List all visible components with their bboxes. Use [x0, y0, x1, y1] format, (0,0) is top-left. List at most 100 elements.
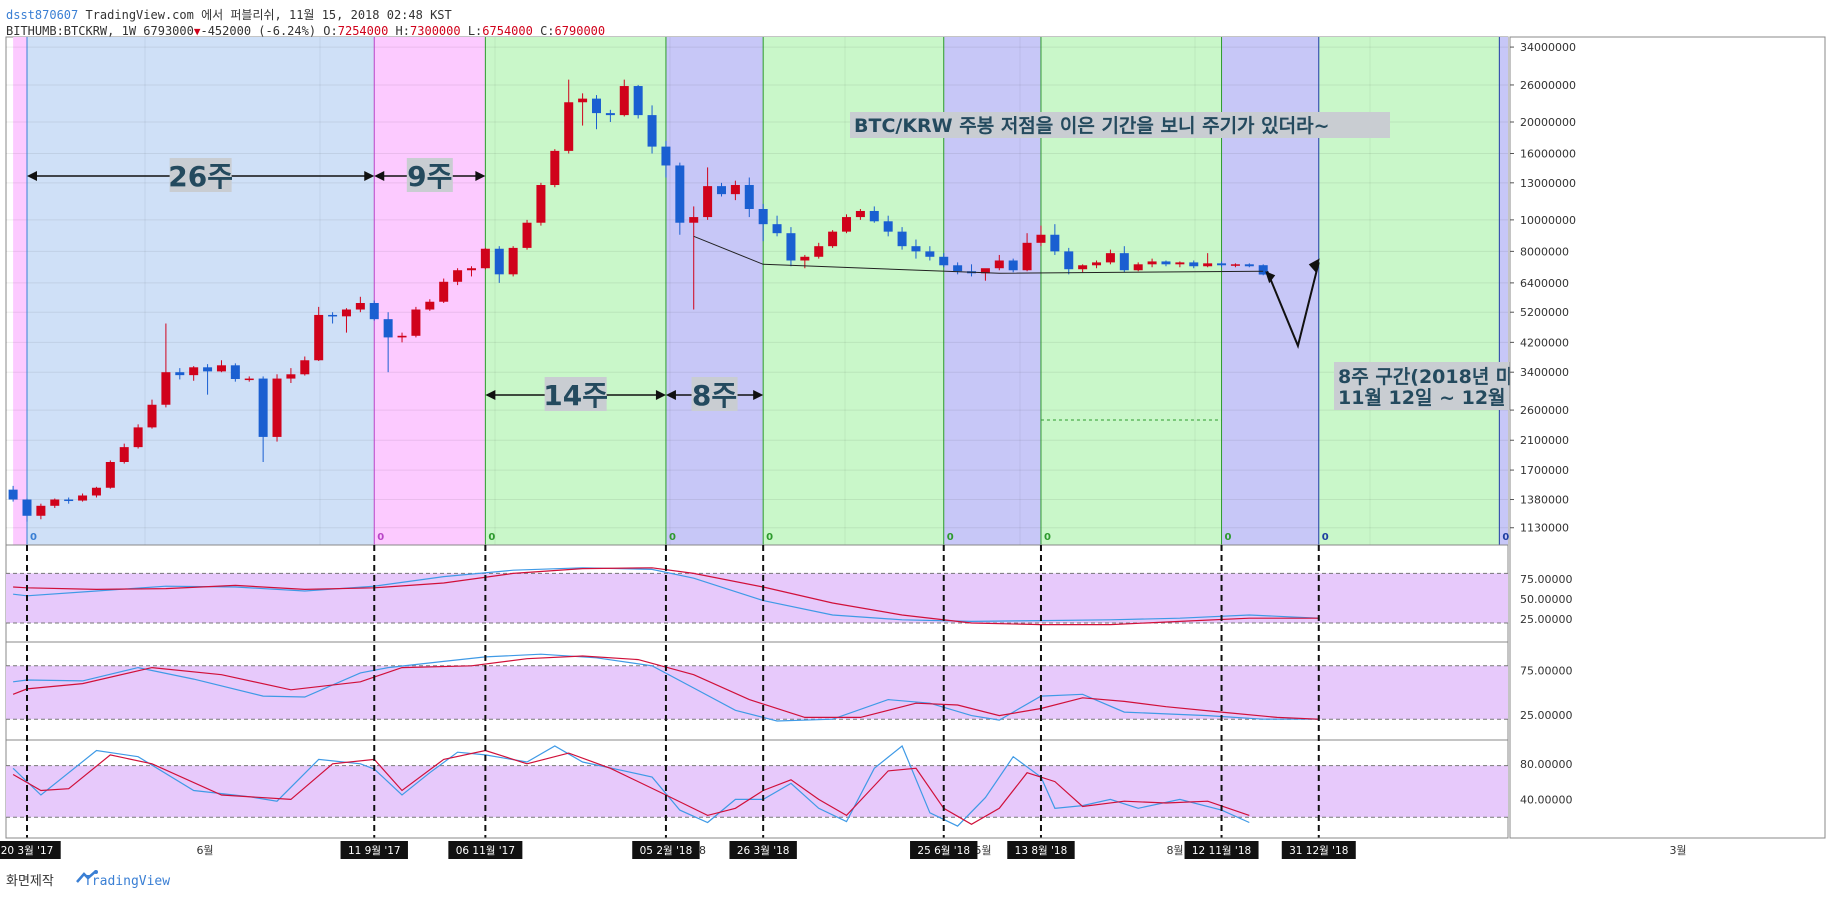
candle-body [522, 222, 532, 248]
candle-body [591, 98, 601, 114]
date-marker-box-4 [729, 841, 797, 859]
candle-body [1217, 263, 1227, 266]
candle-body [230, 365, 240, 380]
price-tick-label-13: 1700000 [1520, 464, 1569, 477]
cycle-zone-3 [485, 37, 666, 545]
candle-body [36, 505, 46, 516]
candle-body [647, 115, 657, 147]
osc-tick-label-0-0: 75.00000 [1520, 573, 1573, 586]
cycle-zone-1 [27, 37, 375, 545]
candle-body [189, 367, 199, 376]
title-note: BTC/KRW 주봉 저점을 이은 기간을 보니 주기가 있더라~ [854, 115, 1330, 137]
candle-body [64, 499, 74, 502]
lows-trend-line [693, 235, 1264, 274]
zone-count-label-5: 0 [947, 532, 954, 543]
symbol-label: BITHUMB:BTCKRW, 1W 6793000 [6, 24, 194, 38]
candle-body [911, 246, 921, 252]
price-tick-label-3: 16000000 [1520, 148, 1576, 161]
candle-body [1092, 262, 1102, 266]
open-label: O: [316, 24, 338, 38]
cycle-note-line2: 11월 12일 ~ 12월 31일 [1338, 387, 1556, 409]
footer-brand[interactable]: TradingView [83, 874, 171, 889]
osc-tick-label-1-0: 75.00000 [1520, 664, 1573, 677]
zone-count-label-7: 0 [1225, 532, 1232, 543]
price-tick-label-6: 8000000 [1520, 245, 1569, 258]
price-tick-label-7: 6400000 [1520, 277, 1569, 290]
osc-slow-line-0 [13, 567, 1319, 626]
zone-count-label-2: 0 [488, 532, 495, 543]
candle-body [897, 231, 907, 247]
price-tick-label-10: 3400000 [1520, 366, 1569, 379]
candle-body [939, 256, 949, 266]
price-tick-label-1: 26000000 [1520, 79, 1576, 92]
candle-body [814, 246, 824, 257]
candle-body [1203, 263, 1213, 267]
projection-arrowhead [1265, 271, 1276, 284]
candle-body [369, 303, 379, 320]
candle-body [772, 224, 782, 234]
tradingview-logo-icon [76, 870, 98, 883]
candle-body [883, 221, 893, 232]
candle-body [175, 372, 185, 376]
candle-body [619, 86, 629, 116]
span-14-weeks-left-arrowhead [485, 390, 496, 400]
cycle-zone-0 [13, 37, 27, 545]
candle-body [328, 314, 338, 317]
candle-body [1050, 234, 1060, 252]
price-tick-label-0: 34000000 [1520, 41, 1576, 54]
date-marker-box-2 [448, 841, 523, 859]
candle-body [536, 185, 546, 223]
candle-body [869, 210, 879, 222]
open-value: 7254000 [337, 24, 389, 38]
date-marker-label-6: 13 8월 '18 [1015, 845, 1068, 857]
close-value: 6790000 [554, 24, 606, 38]
span-26-weeks-label-box [169, 158, 232, 192]
candle-body [717, 186, 726, 195]
price-tick-label-14: 1380000 [1520, 494, 1569, 507]
candle-body [300, 360, 310, 375]
cycle-zone-4 [665, 37, 764, 545]
publish-info: TradingView.com 에서 퍼블리쉬, 11월 15, 2018 02… [78, 8, 452, 22]
date-marker-label-3: 05 2월 '18 [640, 845, 693, 857]
span-14-weeks-label-box [544, 377, 607, 411]
date-marker-box-3 [632, 841, 700, 859]
candle-body [397, 335, 407, 338]
candle-body [1175, 262, 1185, 265]
candle-body [258, 378, 268, 437]
time-tick-label-0: 6월 [196, 844, 213, 857]
span-8-weeks-left-arrowhead [665, 390, 676, 400]
author-link[interactable]: dsst870607 [6, 8, 79, 22]
candle-body [661, 146, 671, 166]
candle-body [744, 185, 754, 210]
candle-body [119, 447, 129, 463]
footer-made-by: 화면제작 [6, 874, 54, 889]
date-marker-box-8 [1281, 841, 1356, 859]
price-tick-label-12: 2100000 [1520, 434, 1569, 447]
time-tick-label-4: 5월 [974, 844, 991, 857]
down-arrow-icon: ▼ [193, 25, 201, 38]
footer: 화면제작 TradingView [6, 870, 170, 889]
candle-body [1036, 234, 1046, 243]
projection-path [1266, 262, 1320, 349]
candle-body [1133, 264, 1143, 271]
candle-body [50, 499, 60, 506]
candle-body [383, 319, 393, 338]
candle-body [22, 499, 32, 516]
date-marker-label-2: 06 11월 '17 [456, 845, 515, 857]
zone-count-label-6: 0 [1044, 532, 1051, 543]
date-marker-box-6 [1007, 841, 1075, 859]
date-marker-box-7 [1184, 841, 1259, 859]
zone-count-label-9: 0 [1502, 532, 1509, 543]
candle-body [1105, 253, 1115, 263]
osc-tick-label-2-1: 40.00000 [1520, 793, 1573, 806]
low-value: 6754000 [482, 24, 533, 38]
close-label: C: [532, 24, 555, 38]
zone-count-label-1: 0 [377, 532, 384, 543]
osc-tick-label-1-1: 25.00000 [1520, 709, 1573, 722]
candle-body [550, 150, 560, 186]
candle-body [605, 113, 615, 116]
price-tick-label-5: 10000000 [1520, 214, 1576, 227]
date-marker-box-0 [0, 841, 61, 859]
candle-body [1119, 253, 1129, 271]
